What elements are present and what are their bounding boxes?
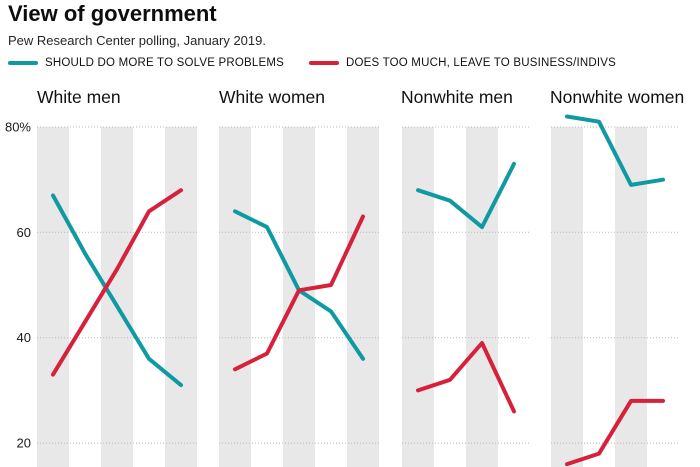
legend-swatch-red-icon (309, 61, 340, 65)
panel-header-white-women: White women (219, 87, 326, 107)
line-should-do-more (565, 114, 665, 187)
line-does-too-much (416, 341, 516, 414)
y-tick-label: 80% (5, 120, 31, 135)
y-tick-label: 40 (17, 330, 31, 345)
y-tick-label: 20 (17, 436, 31, 451)
legend-item-does-too-much: DOES TOO MUCH, LEAVE TO BUSINESS/INDIVS (309, 57, 616, 69)
panel-header-nonwhite-men: Nonwhite men (401, 87, 513, 107)
year-band (551, 127, 583, 467)
legend-swatch-teal-icon (8, 61, 38, 65)
year-band (37, 127, 69, 467)
legend: SHOULD DO MORE TO SOLVE PROBLEMS DOES TO… (8, 57, 616, 69)
year-band (347, 127, 379, 467)
chart-title: View of government (8, 1, 217, 26)
year-band (466, 127, 498, 467)
year-band (219, 127, 251, 467)
legend-item-should-do-more: SHOULD DO MORE TO SOLVE PROBLEMS (8, 57, 284, 69)
line-should-do-more (51, 193, 183, 388)
y-tick-label: 60 (17, 225, 31, 240)
line-does-too-much (565, 398, 665, 467)
panel-header-white-men: White men (37, 87, 121, 107)
line-does-too-much (233, 214, 365, 372)
line-should-do-more (416, 161, 516, 230)
year-band (165, 127, 197, 467)
year-band (402, 127, 434, 467)
legend-label-should-do-more: SHOULD DO MORE TO SOLVE PROBLEMS (45, 57, 285, 69)
line-does-too-much (51, 188, 183, 377)
panel-header-nonwhite-women: Nonwhite women (550, 87, 685, 107)
legend-label-does-too-much: DOES TOO MUCH, LEAVE TO BUSINESS/INDIVS (346, 57, 617, 69)
chart-subtitle: Pew Research Center polling, January 201… (8, 33, 266, 48)
year-band (101, 127, 133, 467)
